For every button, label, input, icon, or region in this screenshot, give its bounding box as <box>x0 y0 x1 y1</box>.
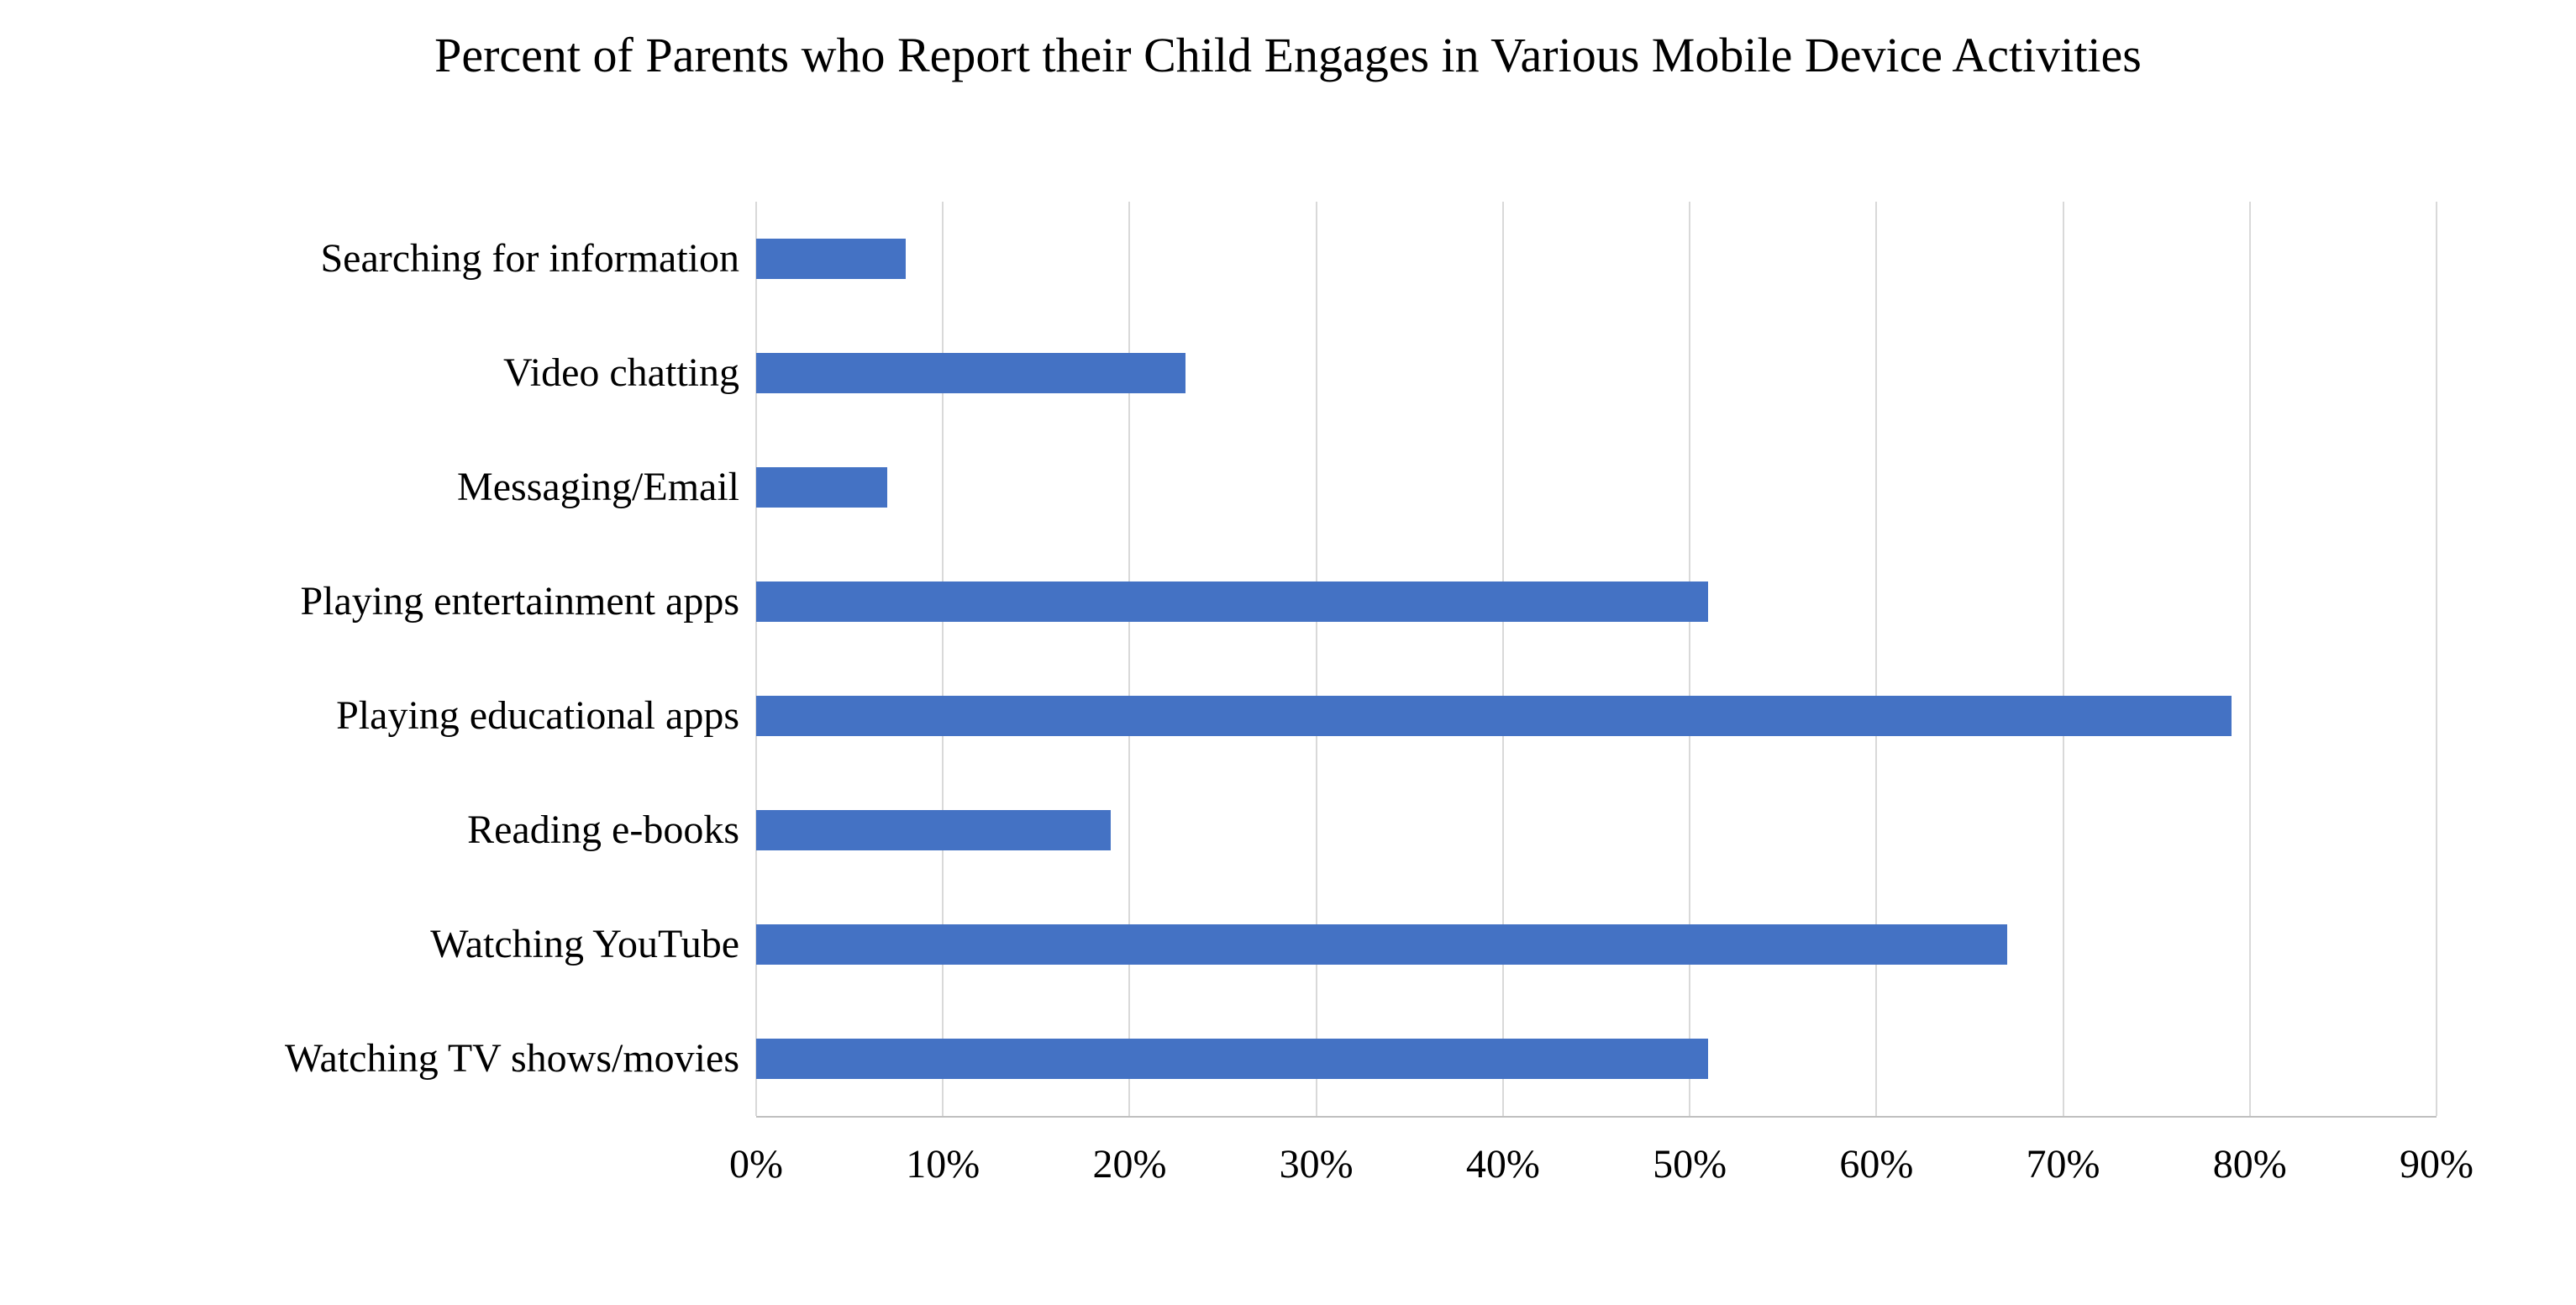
x-axis-label: 0% <box>729 1141 783 1187</box>
y-axis-label: Playing educational apps <box>0 659 739 773</box>
bar-slot <box>756 773 2437 887</box>
chart-plot: Searching for informationVideo chattingM… <box>0 202 2576 1217</box>
y-axis-label: Searching for information <box>0 202 739 316</box>
bars-group <box>756 202 2437 1116</box>
x-axis-label: 10% <box>906 1141 980 1187</box>
bar <box>756 239 906 279</box>
x-axis-label: 90% <box>2400 1141 2473 1187</box>
bar-slot <box>756 202 2437 316</box>
x-axis-label: 30% <box>1280 1141 1354 1187</box>
bar <box>756 696 2232 736</box>
x-axis-label: 50% <box>1653 1141 1727 1187</box>
x-axis-label: 40% <box>1466 1141 1540 1187</box>
bar-slot <box>756 430 2437 545</box>
y-axis-label: Video chatting <box>0 316 739 430</box>
plot-area <box>756 202 2437 1118</box>
bar <box>756 924 2007 965</box>
bar <box>756 1039 1708 1079</box>
bar-slot <box>756 887 2437 1002</box>
y-axis-label: Messaging/Email <box>0 430 739 545</box>
x-axis-label: 60% <box>1839 1141 1913 1187</box>
bar <box>756 810 1111 850</box>
bar-slot <box>756 659 2437 773</box>
bar-slot <box>756 1002 2437 1116</box>
bar <box>756 467 887 508</box>
chart-container: Percent of Parents who Report their Chil… <box>0 0 2576 1305</box>
y-axis-label: Playing entertainment apps <box>0 545 739 659</box>
bar <box>756 581 1708 622</box>
y-axis-labels: Searching for informationVideo chattingM… <box>0 202 739 1116</box>
y-axis-label: Reading e-books <box>0 773 739 887</box>
chart-title: Percent of Parents who Report their Chil… <box>0 0 2576 103</box>
bar-slot <box>756 316 2437 430</box>
x-axis-label: 80% <box>2213 1141 2287 1187</box>
bar-slot <box>756 545 2437 659</box>
x-axis-label: 70% <box>2027 1141 2100 1187</box>
y-axis-label: Watching YouTube <box>0 887 739 1002</box>
bar <box>756 353 1185 393</box>
y-axis-label: Watching TV shows/movies <box>0 1002 739 1116</box>
x-axis-label: 20% <box>1092 1141 1166 1187</box>
